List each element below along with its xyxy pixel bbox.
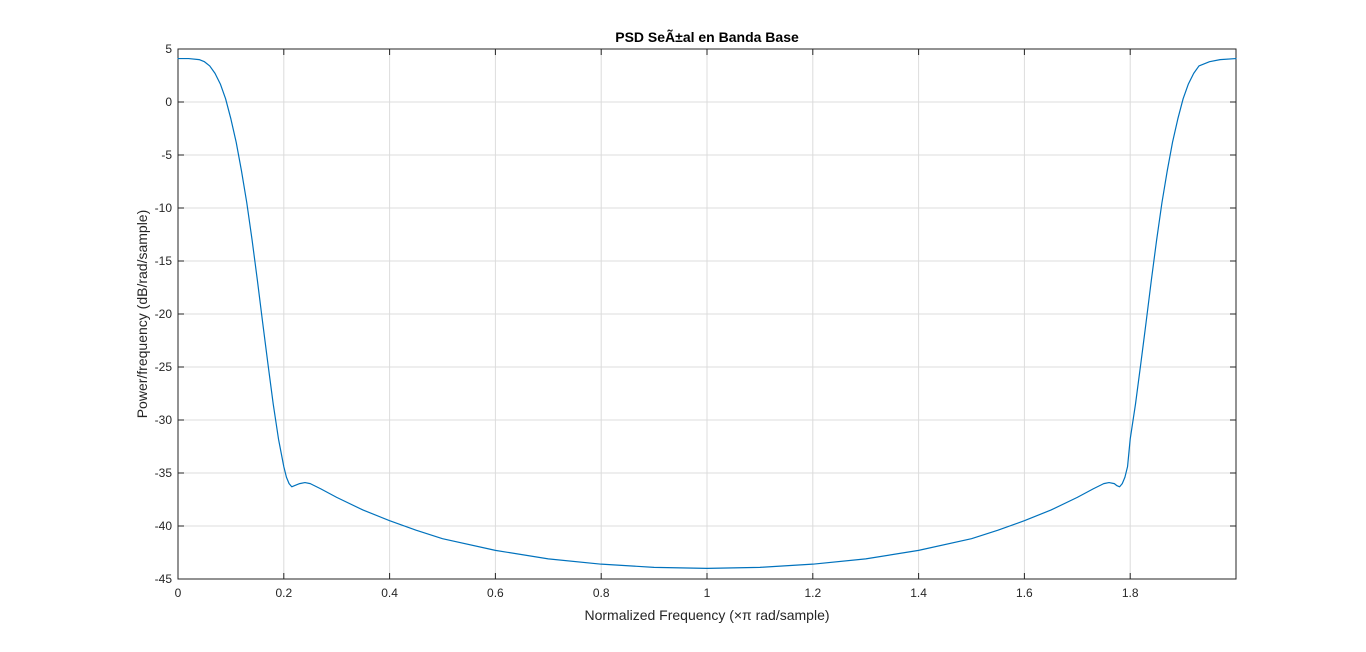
y-tick-label: -35 [155,466,173,480]
y-tick-label: -25 [155,360,173,374]
x-tick-label: 0.8 [593,586,610,600]
x-tick-label: 0.6 [487,586,504,600]
y-tick-label: -30 [155,413,173,427]
y-tick-label: -5 [161,148,172,162]
y-axis-label: Power/frequency (dB/rad/sample) [134,210,150,419]
y-tick-label: -15 [155,254,173,268]
x-tick-label: 1.6 [1016,586,1033,600]
x-tick-label: 1.8 [1122,586,1139,600]
y-tick-label: -45 [155,572,173,586]
y-tick-label: -40 [155,519,173,533]
x-tick-label: 0.2 [275,586,292,600]
x-axis-label: Normalized Frequency (×π rad/sample) [584,607,829,623]
tick-marks [177,48,1236,580]
y-tick-label: -10 [155,201,173,215]
x-tick-label: 1.4 [910,586,927,600]
x-tick-label: 1 [704,586,711,600]
x-tick-labels: 0 0.2 0.4 0.6 0.8 1 1.2 1.4 1.6 1.8 [175,586,1139,600]
series-line-0 [177,57,1237,569]
x-tick-label: 0.4 [381,586,398,600]
x-tick-label: 1.2 [804,586,821,600]
y-tick-labels: 5 0 -5 -10 -15 -20 -25 -30 -35 -40 -45 [155,42,173,586]
series-group [177,57,1237,569]
y-tick-label: 0 [165,95,172,109]
chart-title: PSD SeÃ±al en Banda Base [615,28,799,45]
x-tick-label: 0 [175,586,182,600]
y-tick-label: -20 [155,307,173,321]
y-tick-label: 5 [165,42,172,56]
